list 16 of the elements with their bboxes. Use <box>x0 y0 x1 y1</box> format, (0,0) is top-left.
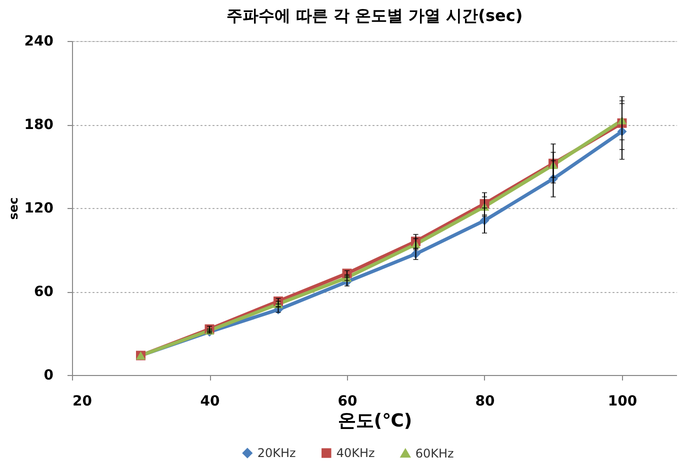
legend-label: 40KHz <box>336 446 375 460</box>
x-tick-label: 40 <box>200 394 220 410</box>
x-tick-label: 20 <box>72 394 92 410</box>
y-tick-label: 180 <box>24 117 54 133</box>
legend-label: 20KHz <box>257 446 296 460</box>
y-tick-label: 120 <box>24 200 54 216</box>
x-axis-title: 온도(℃) <box>338 410 412 432</box>
x-tick-label: 80 <box>475 394 495 410</box>
x-tick-label: 60 <box>338 394 358 410</box>
y-tick-label: 0 <box>44 368 54 384</box>
y-tick-label: 240 <box>24 34 54 50</box>
legend-label: 60KHz <box>415 446 454 460</box>
y-axis-title: sec <box>6 197 20 220</box>
chart-title: 주파수에 따른 각 온도별 가열 시간(sec) <box>226 6 523 25</box>
y-tick-label: 60 <box>34 284 54 300</box>
x-tick-label: 100 <box>608 394 638 410</box>
